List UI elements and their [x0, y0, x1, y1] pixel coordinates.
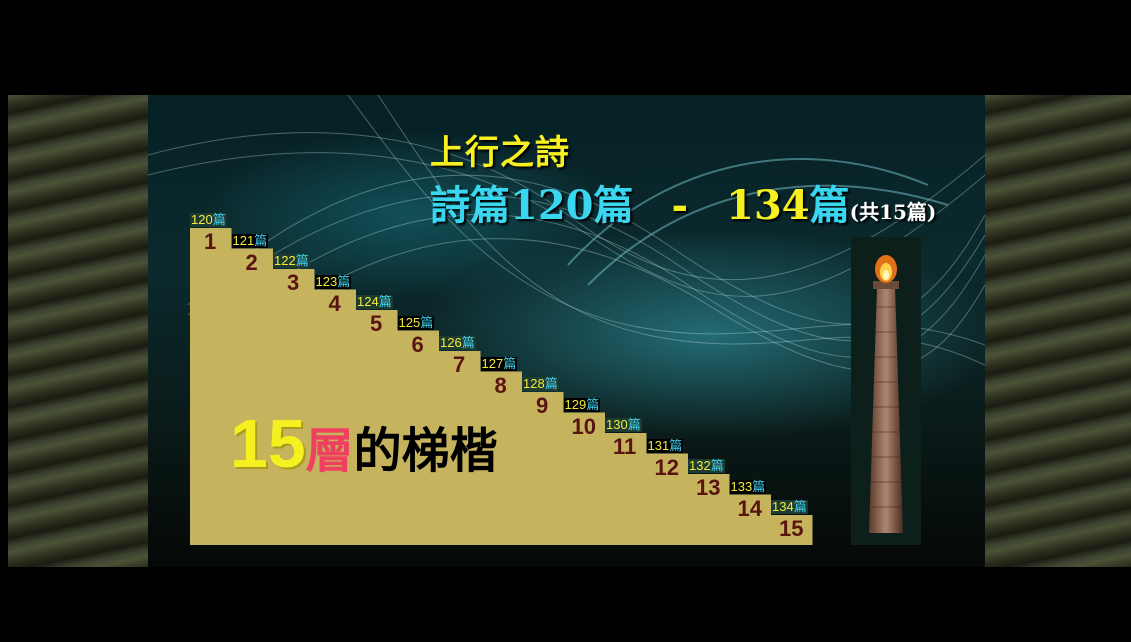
psalm-label-124: 124篇 [356, 295, 393, 309]
caption-stairs-text: 的梯楷 [353, 425, 498, 478]
pillar-frame [851, 237, 921, 545]
slide-title: 上行之詩 [430, 133, 570, 173]
psalm-number: 132 [689, 458, 711, 473]
stone-pillar [869, 255, 903, 533]
step-number-10: 10 [571, 413, 596, 439]
psalm-unit: 篇 [378, 294, 392, 309]
step-number-9: 9 [536, 393, 549, 418]
psalm-number: 131 [647, 437, 670, 453]
psalm-range-end-unit: 篇 [809, 182, 850, 229]
psalm-label-129: 129篇 [563, 396, 601, 412]
psalm-count-note: (共15篇) [849, 200, 937, 224]
psalm-label-127: 127篇 [480, 355, 518, 371]
psalm-number: 126 [440, 335, 462, 350]
staircase [190, 228, 813, 545]
psalm-label-125: 125篇 [397, 314, 435, 330]
step-number-15: 15 [779, 516, 804, 541]
psalm-range-start: 詩篇120篇 [430, 182, 634, 229]
step-number-11: 11 [613, 434, 637, 459]
psalm-unit: 篇 [295, 253, 309, 268]
psalm-unit: 篇 [212, 212, 226, 227]
step-number-2: 2 [245, 249, 258, 275]
psalm-range-end-number: 134 [726, 182, 810, 229]
psalm-label-131: 131篇 [646, 437, 684, 453]
step-number-8: 8 [494, 372, 507, 398]
psalm-label-121: 121篇 [231, 232, 269, 248]
abstract-wave-background [148, 95, 985, 372]
sand-texture-left [8, 95, 148, 567]
slide: 上行之詩 詩篇120篇 -134篇(共15篇) 120篇 1 121篇 2 122篇 3 12… [148, 95, 985, 567]
psalm-label-122: 122篇 [273, 254, 310, 268]
psalm-unit: 篇 [586, 396, 600, 412]
psalm-number: 124 [357, 294, 379, 309]
psalm-unit: 篇 [461, 335, 475, 350]
psalm-unit: 篇 [254, 232, 268, 248]
step-number-5: 5 [370, 311, 383, 336]
psalm-number: 127 [481, 355, 504, 371]
step-number-6: 6 [411, 331, 424, 357]
sand-texture-right [985, 95, 1131, 567]
psalm-number: 134 [772, 499, 794, 514]
psalm-number: 125 [398, 314, 421, 330]
psalm-label-126: 126篇 [439, 336, 476, 350]
psalm-unit: 篇 [337, 273, 351, 289]
psalm-unit: 篇 [627, 417, 641, 432]
psalm-unit: 篇 [793, 499, 807, 514]
psalm-unit: 篇 [503, 355, 517, 371]
psalm-number: 121 [232, 232, 255, 248]
psalm-unit: 篇 [710, 458, 724, 473]
fifteen-steps-caption: 15層的梯楷 [230, 405, 498, 483]
psalm-label-132: 132篇 [688, 459, 725, 473]
psalm-number: 130 [606, 417, 628, 432]
psalm-unit: 篇 [544, 376, 558, 391]
psalm-label-130: 130篇 [605, 418, 642, 432]
step-number-7: 7 [453, 352, 466, 377]
psalm-unit: 篇 [420, 314, 434, 330]
letterbox-top [0, 0, 1131, 95]
letterbox-bottom [0, 567, 1131, 642]
caption-layer-char: 層 [305, 425, 354, 478]
step-number-4: 4 [328, 290, 341, 316]
psalm-label-120: 120篇 [190, 213, 227, 227]
psalm-number: 122 [274, 253, 296, 268]
psalm-number: 123 [315, 273, 338, 289]
flame-icon [875, 255, 897, 283]
caption-number: 15 [230, 406, 306, 482]
range-dash: - [671, 182, 689, 229]
psalm-unit: 篇 [669, 437, 683, 453]
psalm-label-123: 123篇 [314, 273, 352, 289]
staircase-shape [190, 228, 813, 545]
step-number-14: 14 [737, 495, 762, 521]
slide-subtitle: 詩篇120篇 -134篇(共15篇) [430, 173, 936, 231]
psalm-label-134: 134篇 [771, 500, 808, 514]
step-number-13: 13 [696, 475, 721, 500]
step-number-3: 3 [287, 270, 300, 295]
psalm-number: 133 [730, 478, 753, 494]
psalm-number: 129 [564, 396, 587, 412]
step-number-12: 12 [654, 454, 679, 480]
psalm-label-128: 128篇 [522, 377, 559, 391]
psalm-unit: 篇 [752, 478, 766, 494]
psalm-number: 128 [523, 376, 545, 391]
step-number-1: 1 [204, 229, 217, 254]
psalm-number: 120 [191, 212, 213, 227]
psalm-label-133: 133篇 [729, 478, 767, 494]
